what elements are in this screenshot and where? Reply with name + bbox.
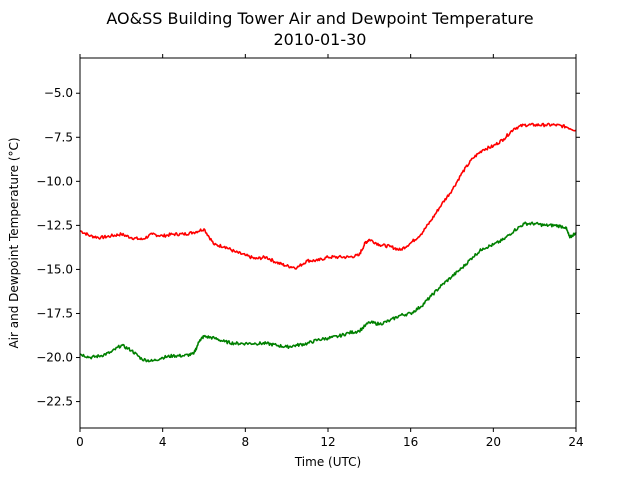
x-tick-label: 0 [76, 435, 84, 449]
x-tick-label: 16 [403, 435, 418, 449]
series-line-air-temperature [79, 122, 577, 270]
y-tick-label: −12.5 [36, 218, 73, 232]
x-tick-label: 4 [159, 435, 167, 449]
chart-title: AO&SS Building Tower Air and Dewpoint Te… [106, 9, 533, 28]
series-line-dewpoint-temperature [79, 221, 577, 363]
x-tick-label: 8 [242, 435, 250, 449]
series-layer [79, 122, 577, 363]
x-tick-label: 12 [320, 435, 335, 449]
y-tick-label: −22.5 [36, 395, 73, 409]
chart-subtitle: 2010-01-30 [274, 30, 367, 49]
y-tick-label: −7.5 [44, 130, 73, 144]
x-tick-label: 20 [486, 435, 501, 449]
y-tick-label: −15.0 [36, 262, 73, 276]
y-tick-label: −5.0 [44, 86, 73, 100]
y-tick-label: −10.0 [36, 174, 73, 188]
y-axis-label: Air and Dewpoint Temperature (°C) [7, 137, 21, 348]
x-tick-label: 24 [568, 435, 583, 449]
y-tick-label: −17.5 [36, 306, 73, 320]
x-axis-label: Time (UTC) [294, 455, 361, 469]
y-tick-label: −20.0 [36, 351, 73, 365]
plot-frame [79, 57, 577, 429]
ticks-layer: 0 4 8 12 16 20 24 −5.0 −7.5 −10.0 −12.5 −15.0 −17.5 −… [36, 54, 584, 449]
